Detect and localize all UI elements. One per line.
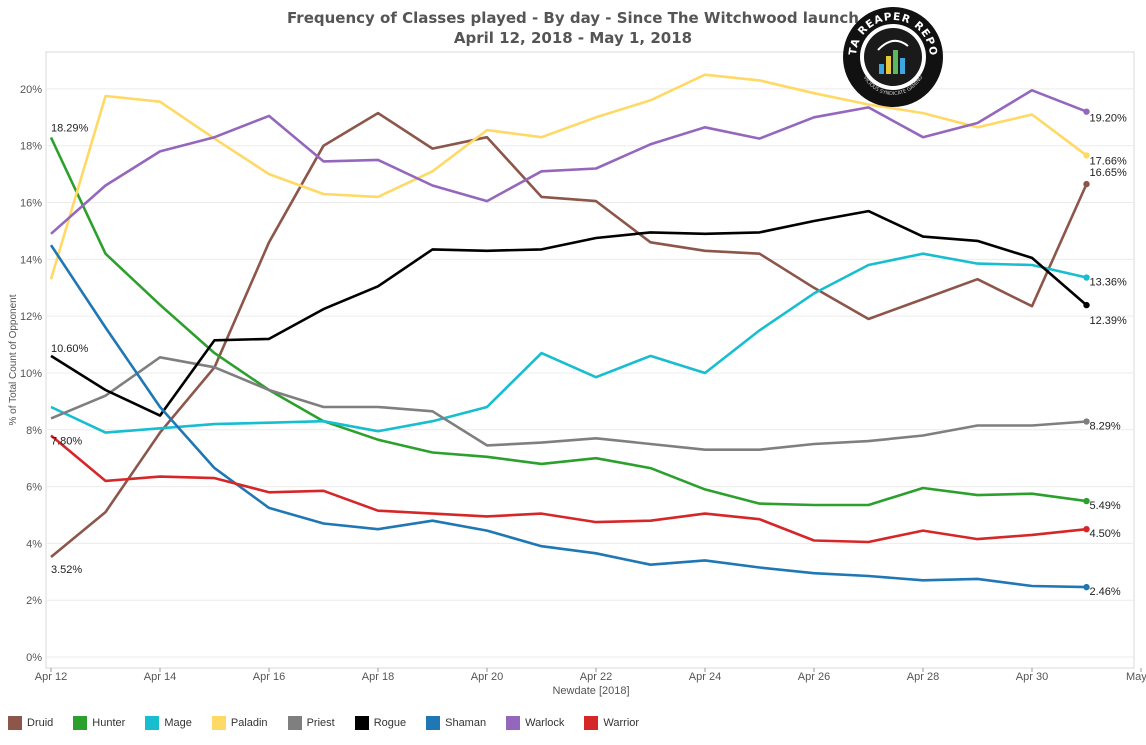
legend-item-shaman: Shaman xyxy=(426,716,486,730)
series-end-marker-rogue xyxy=(1083,301,1090,309)
x-tick-label: Apr 24 xyxy=(689,671,721,683)
legend-label: Shaman xyxy=(445,717,487,729)
legend-item-warlock: Warlock xyxy=(506,716,564,730)
legend-swatch xyxy=(73,716,88,730)
legend-swatch xyxy=(426,716,441,730)
series-line-paladin xyxy=(49,73,1088,280)
series-end-marker-druid xyxy=(1083,180,1090,188)
series-line-druid xyxy=(50,111,1088,559)
legend-swatch xyxy=(506,716,521,730)
y-tick-label: 10% xyxy=(20,368,42,380)
series-line-warrior xyxy=(50,434,1087,544)
legend-swatch xyxy=(211,716,226,730)
x-tick-label: May 2 xyxy=(1126,671,1146,683)
series-end-marker-mage xyxy=(1083,274,1090,281)
legend-item-druid: Druid xyxy=(8,716,53,730)
y-tick-label: 8% xyxy=(26,425,42,437)
y-tick-label: 14% xyxy=(20,254,42,266)
x-tick-label: Apr 16 xyxy=(253,671,285,683)
y-tick-label: 12% xyxy=(20,311,42,323)
legend-swatch xyxy=(354,716,369,730)
series-end-marker-priest xyxy=(1083,418,1090,425)
chart-title-block: Frequency of Classes played - By day - S… xyxy=(0,8,1146,48)
legend-label: Druid xyxy=(27,717,54,729)
series-end-marker-warrior xyxy=(1083,525,1090,533)
legend: Druid Hunter Mage Paladin Priest Rogue Shaman W… xyxy=(8,714,659,732)
series-end-marker-hunter xyxy=(1083,497,1090,505)
end-label-warlock: 19.20% xyxy=(1090,113,1128,125)
legend-item-warrior: Warrior xyxy=(584,716,639,730)
plot-area xyxy=(45,51,1135,669)
data-reaper-logo: DATA REAPER REPORT VICIOUS SYNDICATE GAM… xyxy=(842,6,943,107)
x-tick-label: Apr 18 xyxy=(362,671,394,683)
end-label-hunter: 5.49% xyxy=(1090,500,1121,512)
end-label-priest: 8.29% xyxy=(1090,421,1121,433)
series-end-marker-warlock xyxy=(1083,108,1090,115)
chart-subtitle: April 12, 2018 - May 1, 2018 xyxy=(453,29,693,47)
legend-swatch xyxy=(8,716,22,730)
legend-label: Hunter xyxy=(92,717,126,729)
series-line-mage xyxy=(50,252,1087,434)
x-tick-label: Apr 26 xyxy=(798,671,830,683)
legend-swatch xyxy=(584,716,599,730)
end-label-druid: 16.65% xyxy=(1090,167,1128,179)
x-tick-label: Apr 30 xyxy=(1016,671,1048,683)
legend-item-rogue: Rogue xyxy=(354,716,407,730)
x-tick-label: Apr 12 xyxy=(35,671,67,683)
series-line-hunter xyxy=(49,136,1087,507)
series-line-warlock xyxy=(50,89,1087,235)
series-line-priest xyxy=(50,355,1087,452)
legend-label: Paladin xyxy=(230,717,268,729)
end-label-rogue: 12.39% xyxy=(1090,315,1128,327)
legend-item-mage: Mage xyxy=(145,716,192,730)
legend-swatch xyxy=(287,716,302,730)
y-axis-title: % of Total Count of Opponent xyxy=(8,294,19,425)
x-tick-label: Apr 22 xyxy=(580,671,612,683)
start-label-hunter: 18.29% xyxy=(51,122,89,134)
series-line-rogue xyxy=(50,209,1088,417)
y-tick-label: 2% xyxy=(26,595,42,607)
y-tick-label: 6% xyxy=(26,482,42,494)
series-line-shaman xyxy=(49,244,1087,589)
start-label-rogue: 10.60% xyxy=(51,343,89,355)
end-label-shaman: 2.46% xyxy=(1090,586,1121,598)
legend-label: Mage xyxy=(164,717,192,729)
legend-swatch xyxy=(145,716,160,730)
legend-item-priest: Priest xyxy=(287,716,335,730)
legend-item-hunter: Hunter xyxy=(73,716,125,730)
end-label-warrior: 4.50% xyxy=(1090,528,1121,540)
legend-label: Warlock xyxy=(525,717,565,729)
y-tick-label: 18% xyxy=(20,141,42,153)
series-end-marker-shaman xyxy=(1083,583,1090,591)
y-tick-label: 16% xyxy=(20,198,42,210)
x-axis-title: Newdate [2018] xyxy=(552,685,629,697)
x-tick-label: Apr 14 xyxy=(144,671,176,683)
legend-item-paladin: Paladin xyxy=(211,716,268,730)
y-tick-label: 0% xyxy=(26,652,42,664)
legend-label: Rogue xyxy=(373,717,407,729)
x-tick-label: Apr 20 xyxy=(471,671,503,683)
y-tick-label: 20% xyxy=(20,84,42,96)
legend-label: Priest xyxy=(306,717,335,729)
legend-label: Warrior xyxy=(603,717,640,729)
end-label-mage: 13.36% xyxy=(1090,277,1128,289)
x-tick-label: Apr 28 xyxy=(907,671,939,683)
chart-title: Frequency of Classes played - By day - S… xyxy=(287,9,859,27)
start-label-druid: 3.52% xyxy=(51,564,82,576)
y-tick-label: 4% xyxy=(26,538,42,550)
end-label-paladin: 17.66% xyxy=(1090,155,1128,167)
start-label-warrior: 7.80% xyxy=(51,435,82,447)
series-end-marker-paladin xyxy=(1083,152,1090,159)
